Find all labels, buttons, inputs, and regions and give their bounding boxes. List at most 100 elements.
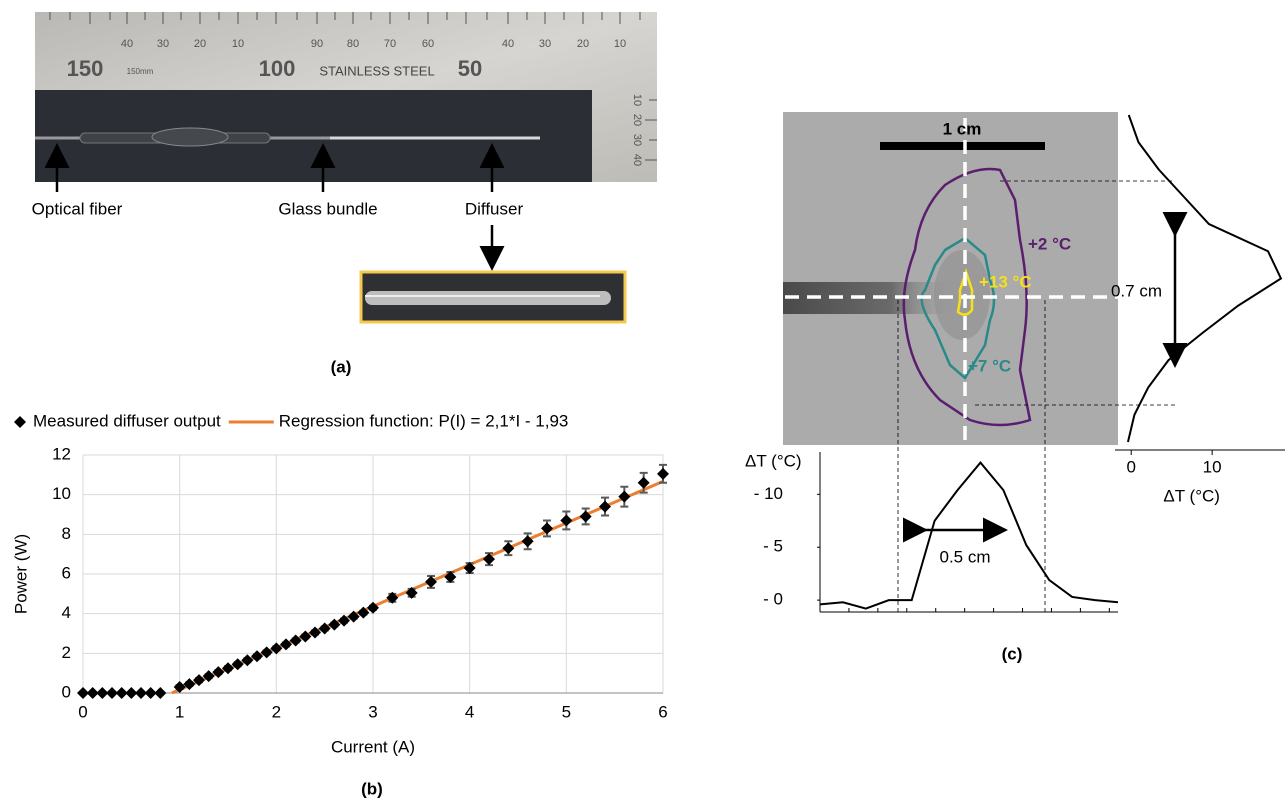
data-point xyxy=(405,586,418,599)
data-point xyxy=(357,606,370,619)
data-point xyxy=(144,687,157,699)
ruler-label: 150 xyxy=(67,56,104,81)
x-tick-label: 1 xyxy=(175,702,184,721)
ruler-label: 150mm xyxy=(127,67,154,76)
data-point xyxy=(444,570,457,583)
y-tick-label: - 10 xyxy=(754,484,783,503)
photo-label: Diffuser xyxy=(465,199,524,218)
contour xyxy=(956,268,974,316)
contour xyxy=(902,167,1032,427)
y-axis-label: ΔT (°C) xyxy=(745,451,802,470)
y-tick-label: 8 xyxy=(62,524,71,543)
data-point xyxy=(241,654,254,667)
x-tick-label: 6 xyxy=(658,702,667,721)
x-tick-label: 5 xyxy=(562,702,571,721)
data-point xyxy=(425,575,437,588)
y-tick-label: - 5 xyxy=(763,537,783,556)
data-point xyxy=(125,687,138,699)
legend-swatch xyxy=(14,416,26,428)
profile-line xyxy=(1126,114,1283,443)
data-point xyxy=(222,662,234,675)
ruler-label: 60 xyxy=(422,38,434,50)
data-point xyxy=(338,614,350,627)
contour-label: +7 °C xyxy=(968,356,1011,375)
ruler-label: 10 xyxy=(232,38,244,50)
profile-line xyxy=(819,461,1119,610)
legend-label: Regression function: P(I) = 2,1*I - 1,93 xyxy=(279,411,569,430)
x-tick-label: 2 xyxy=(272,702,281,721)
ruler-label: 40 xyxy=(121,38,133,50)
y-tick-label: - 0 xyxy=(763,590,783,609)
data-point xyxy=(521,535,534,548)
data-point xyxy=(541,522,553,535)
ruler-label: 50 xyxy=(458,56,482,81)
data-point xyxy=(280,638,292,651)
ruler-label: 20 xyxy=(194,38,206,50)
ruler-label: 30 xyxy=(157,38,169,50)
x-axis-label: Current (A) xyxy=(331,737,415,756)
x-tick-label: 0 xyxy=(1126,457,1135,476)
data-point xyxy=(347,610,360,623)
ruler-ticks xyxy=(49,12,657,161)
x-tick-label: 10 xyxy=(1203,457,1222,476)
thermal-image xyxy=(783,112,1118,445)
inset-diffuser xyxy=(365,291,611,305)
panel-caption: (c) xyxy=(1002,644,1023,663)
data-point xyxy=(77,687,89,699)
data-point xyxy=(309,626,321,639)
ruler-label: 20 xyxy=(631,114,643,126)
ruler-label: 70 xyxy=(384,38,396,50)
data-point xyxy=(202,670,215,683)
y-tick-label: 12 xyxy=(52,444,71,463)
data-point xyxy=(367,601,379,614)
y-tick-label: 0 xyxy=(62,682,71,701)
data-point xyxy=(289,634,302,647)
y-axis-label: Power (W) xyxy=(11,534,30,614)
data-point xyxy=(502,542,515,555)
data-point xyxy=(154,687,167,699)
data-point xyxy=(483,553,495,566)
data-point xyxy=(96,687,109,699)
data-point xyxy=(86,687,99,699)
data-point xyxy=(115,687,128,699)
data-point xyxy=(299,630,312,643)
x-axis-label: ΔT (°C) xyxy=(1163,486,1220,505)
contour-label: +2 °C xyxy=(1028,234,1071,253)
data-point xyxy=(212,666,225,679)
data-point xyxy=(173,681,186,694)
ruler-label: 10 xyxy=(614,38,626,50)
data-point xyxy=(579,510,592,523)
data-point xyxy=(386,591,399,604)
guide-lines xyxy=(897,180,1175,612)
contour-label: +13 °C xyxy=(979,272,1032,291)
data-point xyxy=(560,514,573,527)
data-point xyxy=(231,658,244,671)
width-label: 0.5 cm xyxy=(939,547,990,566)
photo-label: Optical fiber xyxy=(32,199,123,218)
data-point xyxy=(637,476,650,489)
x-tick-label: 4 xyxy=(465,702,474,721)
ruler-label: 100 xyxy=(259,56,296,81)
ruler-label: 20 xyxy=(577,38,589,50)
ruler xyxy=(35,12,657,182)
data-point xyxy=(135,687,147,699)
scale-label: 1 cm xyxy=(943,119,982,138)
hot-spot xyxy=(934,250,990,340)
ruler-label: 10 xyxy=(631,94,643,106)
ruler-label: STAINLESS STEEL xyxy=(319,63,434,78)
photo xyxy=(35,12,657,324)
ruler-label: 30 xyxy=(631,134,643,146)
ruler-label: 90 xyxy=(311,38,323,50)
y-tick-label: 2 xyxy=(62,643,71,662)
bundle-bulge xyxy=(151,127,229,147)
x-tick-label: 0 xyxy=(78,702,87,721)
photo-label: Glass bundle xyxy=(278,199,377,218)
data-point xyxy=(106,687,118,699)
data-point xyxy=(183,678,196,691)
data-point xyxy=(599,500,611,513)
ruler-label: 40 xyxy=(631,154,643,166)
data-point xyxy=(193,674,205,687)
y-tick-label: 4 xyxy=(62,603,71,622)
data-point xyxy=(260,646,273,659)
